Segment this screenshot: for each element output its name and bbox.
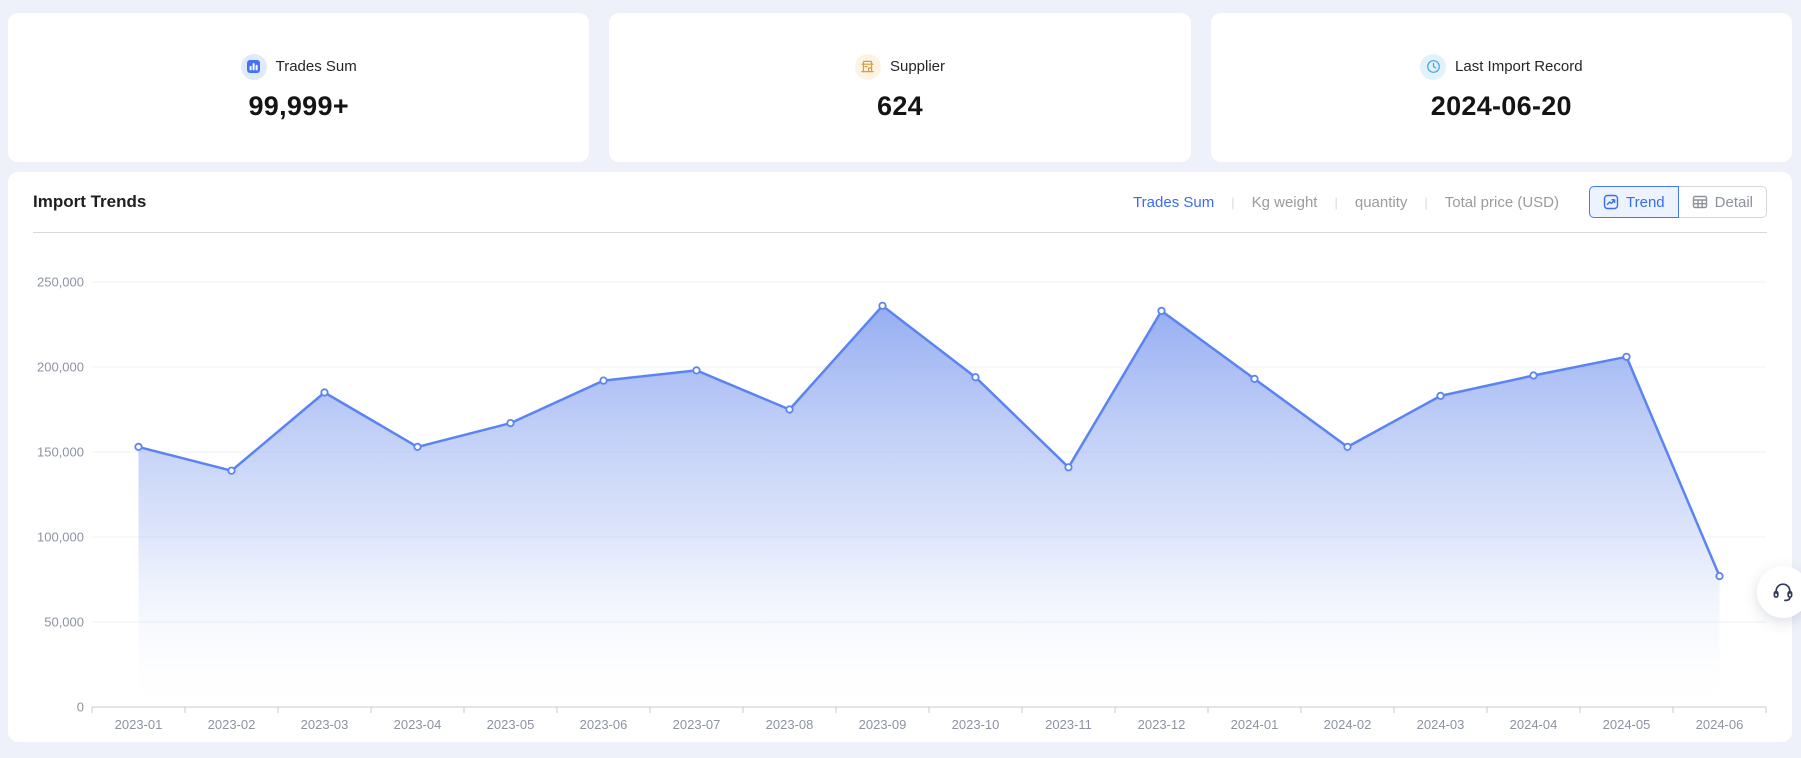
tab-separator: | (1424, 194, 1428, 210)
data-point-marker[interactable] (1064, 463, 1073, 472)
stat-card-last-import: Last Import Record 2024-06-20 (1210, 13, 1792, 162)
panel-header: Import Trends Trades Sum | Kg weight | q… (33, 172, 1767, 233)
data-point-marker[interactable] (506, 419, 515, 428)
metric-tab-trades-sum[interactable]: Trades Sum (1133, 193, 1215, 211)
clock-icon (1420, 53, 1447, 80)
x-axis-tick-label: 2024-02 (1324, 717, 1372, 732)
metric-tab-kg-weight[interactable]: Kg weight (1251, 193, 1318, 211)
stat-card-header: Supplier (854, 53, 946, 80)
x-axis-tick-label: 2024-03 (1417, 717, 1465, 732)
chart-axes (91, 706, 1767, 713)
data-point-marker[interactable] (413, 442, 422, 451)
stat-value: 99,999+ (248, 90, 349, 121)
x-axis-tick-label: 2023-01 (115, 717, 163, 732)
storefront-icon (854, 53, 881, 80)
import-trends-panel: Import Trends Trades Sum | Kg weight | q… (8, 172, 1792, 742)
x-axis-tick-label: 2024-01 (1231, 717, 1279, 732)
data-point-marker[interactable] (1343, 442, 1352, 451)
stat-card-header: Last Import Record (1420, 53, 1583, 80)
y-axis-tick-label: 0 (77, 700, 84, 715)
panel-title: Import Trends (33, 192, 147, 211)
detail-button-label: Detail (1714, 193, 1753, 211)
trades-sum-series (134, 301, 1724, 707)
trend-button-label: Trend (1626, 193, 1665, 211)
data-point-marker[interactable] (1622, 352, 1631, 361)
y-axis-tick-label: 150,000 (37, 445, 84, 460)
tab-separator: | (1231, 194, 1235, 210)
stat-label: Supplier (889, 58, 946, 75)
chart-axis-labels: 0 50,000 100,000 150,000 200,000 250,000 2023-… (37, 275, 1743, 733)
trend-chart-icon (1603, 194, 1619, 210)
x-axis-tick-label: 2023-06 (580, 717, 628, 732)
x-axis-tick-label: 2023-10 (952, 717, 1000, 732)
data-point-marker[interactable] (227, 466, 236, 475)
data-point-marker[interactable] (692, 366, 701, 375)
x-axis-tick-label: 2023-08 (766, 717, 814, 732)
bar-chart-icon (240, 53, 267, 80)
x-axis-tick-label: 2023-09 (859, 717, 907, 732)
import-trends-chart[interactable]: 0 50,000 100,000 150,000 200,000 250,000 2023-… (8, 234, 1792, 740)
tab-separator: | (1334, 194, 1338, 210)
stat-card-trades-sum: Trades Sum 99,999+ (8, 13, 590, 162)
x-axis-tick-label: 2023-03 (301, 717, 349, 732)
detail-view-button[interactable]: Detail (1677, 186, 1767, 218)
x-axis-tick-label: 2023-11 (1045, 717, 1092, 732)
trend-view-button[interactable]: Trend (1589, 186, 1679, 218)
y-axis-tick-label: 200,000 (37, 360, 84, 375)
metric-tab-total-price[interactable]: Total price (USD) (1444, 193, 1559, 211)
y-axis-tick-label: 250,000 (37, 275, 84, 290)
x-axis-tick-label: 2024-04 (1510, 717, 1558, 732)
data-point-marker[interactable] (878, 301, 887, 310)
stat-cards-row: Trades Sum 99,999+ Supplier 62 (8, 13, 1792, 162)
stat-label: Trades Sum (275, 58, 357, 75)
stat-value: 624 (877, 90, 923, 121)
x-axis-tick-label: 2023-02 (208, 717, 256, 732)
metric-tabs: Trades Sum | Kg weight | quantity | Tota… (1133, 194, 1559, 211)
data-point-marker[interactable] (785, 405, 794, 414)
y-axis-tick-label: 50,000 (44, 615, 84, 630)
x-axis-tick-label: 2023-04 (394, 717, 442, 732)
data-point-marker[interactable] (599, 376, 608, 385)
stat-value: 2024-06-20 (1430, 90, 1572, 121)
stat-label: Last Import Record (1455, 58, 1583, 75)
x-axis-tick-label: 2023-05 (487, 717, 535, 732)
stat-card-header: Trades Sum (240, 53, 357, 80)
x-axis-tick-label: 2024-05 (1603, 717, 1651, 732)
x-axis-tick-label: 2023-07 (673, 717, 721, 732)
x-axis-tick-label: 2023-12 (1138, 717, 1186, 732)
data-point-marker[interactable] (971, 373, 980, 382)
metric-tab-quantity[interactable]: quantity (1354, 193, 1408, 211)
headset-icon (1771, 580, 1795, 604)
stat-card-supplier: Supplier 624 (609, 13, 1191, 162)
data-point-marker[interactable] (1715, 571, 1724, 581)
y-axis-tick-label: 100,000 (37, 530, 84, 545)
table-icon (1692, 194, 1708, 210)
data-point-marker[interactable] (320, 388, 329, 397)
x-axis-tick-label: 2024-06 (1696, 717, 1744, 732)
panel-controls: Trades Sum | Kg weight | quantity | Tota… (1133, 186, 1767, 218)
data-point-marker[interactable] (1250, 374, 1259, 383)
data-point-marker[interactable] (1529, 371, 1538, 380)
data-point-marker[interactable] (1157, 306, 1166, 316)
data-point-marker[interactable] (134, 442, 143, 451)
support-headset-button[interactable] (1757, 566, 1801, 618)
view-toggle: Trend Detail (1589, 186, 1767, 218)
data-point-marker[interactable] (1436, 391, 1445, 400)
